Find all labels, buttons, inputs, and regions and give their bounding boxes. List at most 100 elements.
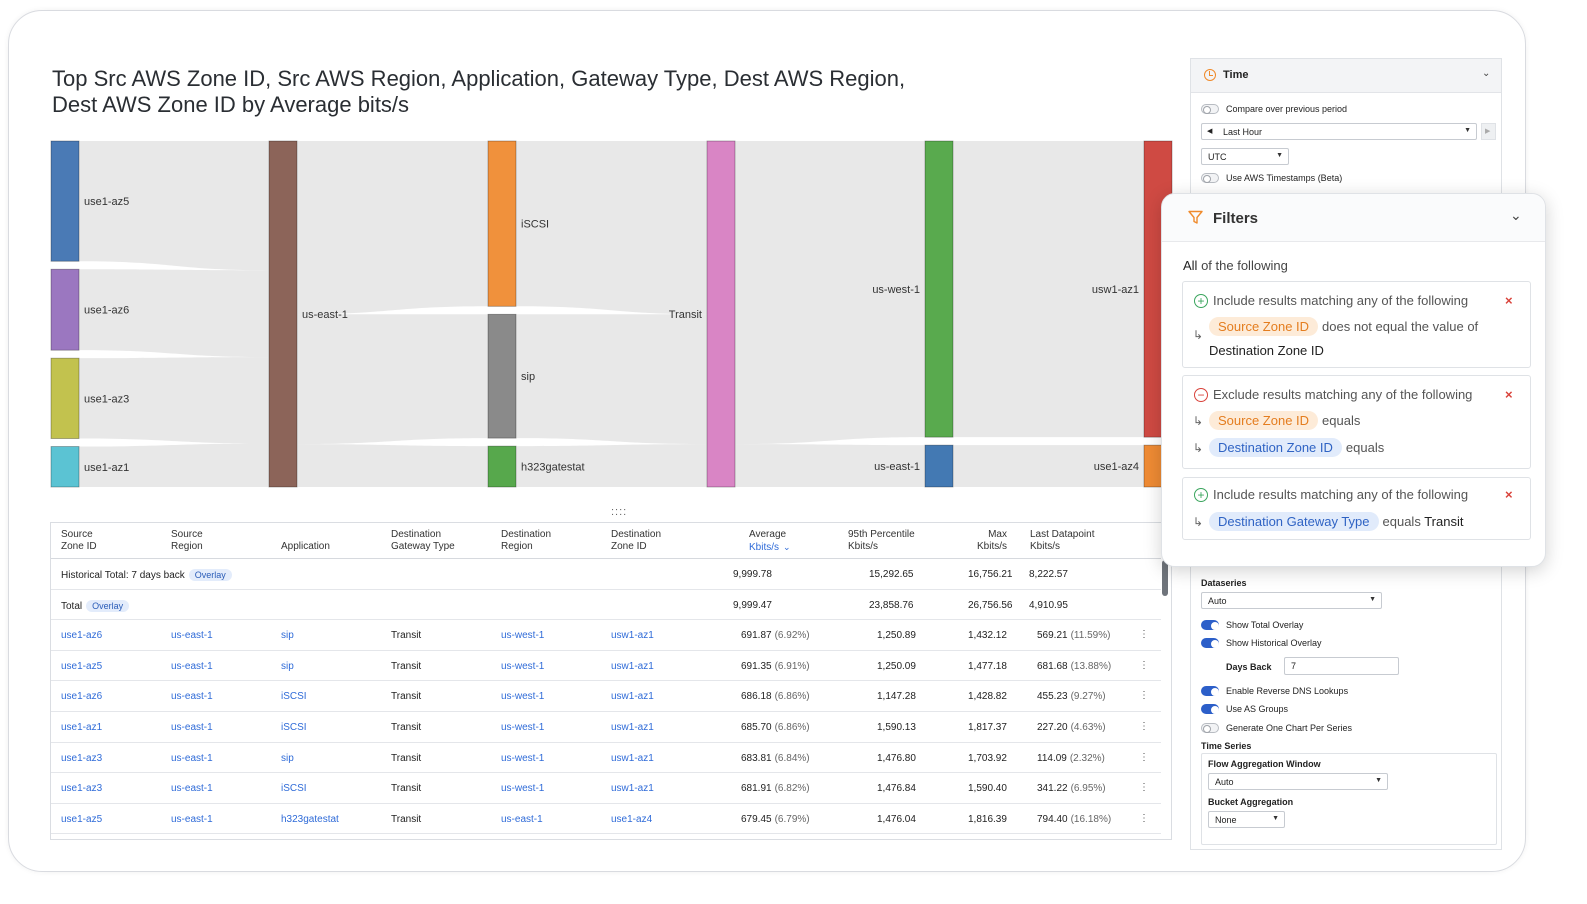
sankey-node[interactable] [268,140,298,488]
source-zone-link[interactable]: use1-az6 [61,630,103,642]
dest-region-link[interactable]: us-west-1 [501,783,545,795]
dest-zone-link[interactable]: usw1-az1 [611,783,654,795]
time-section-header[interactable]: Time ⌄ [1191,59,1501,93]
col-average[interactable]: Average Kbits/s ⌄ [749,529,791,553]
resize-handle[interactable]: :::: [611,506,628,518]
dest-zone-link[interactable]: usw1-az1 [611,660,654,672]
filter-field-chip[interactable]: Destination Zone ID [1209,438,1342,457]
filter-field-chip[interactable]: Source Zone ID [1209,317,1319,336]
col-max[interactable]: Max Kbits/s [976,529,1007,552]
flow-agg-select[interactable]: Auto ▼ [1208,773,1388,790]
dest-zone-link[interactable]: usw1-az1 [611,691,654,703]
application-link[interactable]: iSCSI [281,691,307,703]
source-zone-link[interactable]: use1-az5 [61,813,103,825]
sankey-flow[interactable] [297,444,488,487]
table-row[interactable]: use1-az3 us-east-1 iSCSI Transit us-west… [51,773,1161,804]
source-zone-link[interactable]: use1-az6 [61,691,103,703]
source-region-link[interactable]: us-east-1 [171,752,213,764]
reverse-dns-toggle[interactable] [1201,686,1219,696]
source-region-link[interactable]: us-east-1 [171,722,213,733]
source-region-link[interactable]: us-east-1 [171,813,213,825]
dest-region-link[interactable]: us-west-1 [501,722,545,733]
sankey-node[interactable] [487,313,517,439]
timezone-select[interactable]: UTC ▼ [1201,148,1289,165]
dest-zone-link[interactable]: usw1-az1 [611,630,654,642]
application-link[interactable]: h323gatestat [281,813,339,825]
col-p95[interactable]: 95th Percentile Kbits/s [848,529,915,552]
sankey-flow[interactable] [79,357,269,444]
as-groups-toggle[interactable] [1201,704,1219,714]
table-row[interactable]: use1-az6 us-east-1 iSCSI Transit us-west… [51,681,1161,712]
table-row[interactable]: use1-az5 us-east-1 h323gatestat Transit … [51,804,1161,835]
time-range-select[interactable]: ◀ Last Hour ▼ [1201,123,1477,140]
source-region-link[interactable]: us-east-1 [171,691,213,703]
col-dest-zone[interactable]: Destination Zone ID [611,529,662,552]
match-mode-value[interactable]: All [1183,258,1198,273]
sankey-node[interactable] [50,268,80,351]
filter-field-chip[interactable]: Source Zone ID [1209,411,1319,430]
application-link[interactable]: sip [281,630,294,642]
sankey-flow[interactable] [735,141,925,445]
prev-range-icon[interactable]: ◀ [1207,128,1213,135]
dest-region-link[interactable]: us-west-1 [501,630,545,642]
sankey-flow[interactable] [516,314,707,445]
more-options-icon[interactable]: ⋮ [1139,812,1149,824]
dest-zone-link[interactable]: usw1-az1 [611,722,654,733]
chevron-down-icon[interactable]: ⌄ [1510,207,1522,223]
filter-field-chip[interactable]: Destination Gateway Type [1209,512,1379,531]
dest-zone-link[interactable]: usw1-az1 [611,752,654,764]
source-region-link[interactable]: us-east-1 [171,630,213,642]
sankey-flow[interactable] [516,141,707,315]
col-last-datapoint[interactable]: Last Datapoint Kbits/s [1030,529,1095,552]
more-options-icon[interactable]: ⋮ [1139,782,1149,794]
filters-header[interactable]: Filters ⌄ [1162,194,1545,242]
application-link[interactable]: iSCSI [281,783,307,795]
next-range-button[interactable]: ▶ [1481,123,1496,140]
dest-region-link[interactable]: us-east-1 [501,813,543,825]
table-row[interactable]: use1-az5 us-east-1 sip Transit us-west-1… [51,651,1161,682]
sankey-node[interactable] [924,140,954,438]
table-row[interactable]: use1-az6 us-east-1 sip Transit us-west-1… [51,620,1161,651]
table-row[interactable]: use1-az3 us-east-1 sip Transit us-west-1… [51,743,1161,774]
sankey-node[interactable] [50,446,80,488]
sankey-node[interactable] [487,140,517,307]
more-options-icon[interactable]: ⋮ [1139,629,1149,641]
source-zone-link[interactable]: use1-az3 [61,783,103,795]
sankey-flow[interactable] [516,444,707,487]
historical-overlay-toggle[interactable] [1201,638,1219,648]
close-icon[interactable]: × [1505,387,1513,402]
one-chart-toggle[interactable] [1201,723,1219,733]
col-source-region[interactable]: Source Region [171,529,203,552]
application-link[interactable]: iSCSI [281,722,307,733]
sankey-flow[interactable] [735,444,925,487]
sankey-node[interactable] [706,140,736,488]
total-overlay-toggle[interactable] [1201,620,1219,630]
sankey-flow[interactable] [297,314,488,445]
days-back-input[interactable]: 7 [1284,657,1399,675]
application-link[interactable]: sip [281,660,294,672]
sankey-node[interactable] [924,444,954,488]
more-options-icon[interactable]: ⋮ [1139,659,1149,671]
table-row[interactable]: use1-az1 us-east-1 iSCSI Transit us-west… [51,712,1161,743]
close-icon[interactable]: × [1505,487,1513,502]
more-options-icon[interactable]: ⋮ [1139,751,1149,763]
col-dest-gateway-type[interactable]: Destination Gateway Type [391,529,455,552]
dest-region-link[interactable]: us-west-1 [501,660,545,672]
source-region-link[interactable]: us-east-1 [171,783,213,795]
source-zone-link[interactable]: use1-az3 [61,752,103,764]
sankey-flow[interactable] [79,141,269,271]
application-link[interactable]: sip [281,752,294,764]
dataseries-select[interactable]: Auto ▼ [1201,592,1382,609]
col-application[interactable]: Application [281,541,330,552]
overlay-badge[interactable]: Overlay [188,569,232,581]
close-icon[interactable]: × [1505,293,1513,308]
sankey-node[interactable] [50,140,80,262]
sankey-flow[interactable] [79,443,269,487]
sankey-node[interactable] [50,357,80,439]
source-zone-link[interactable]: use1-az1 [61,722,103,733]
aws-timestamps-toggle[interactable] [1201,173,1219,183]
col-dest-region[interactable]: Destination Region [501,529,552,552]
sankey-flow[interactable] [953,445,1144,487]
dest-region-link[interactable]: us-west-1 [501,691,545,703]
dest-zone-link[interactable]: use1-az4 [611,813,653,825]
